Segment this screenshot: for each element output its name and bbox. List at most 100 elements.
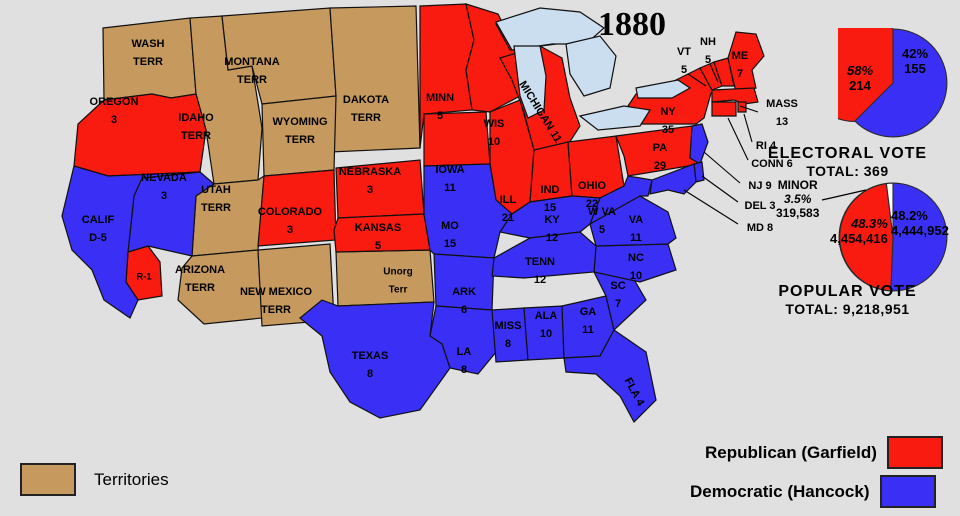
lake-huron — [565, 35, 617, 97]
label-ri: RI 4 — [756, 140, 777, 152]
state-nj[interactable] — [689, 123, 709, 165]
label-vermont: VT — [677, 46, 691, 58]
state-maine[interactable] — [727, 31, 765, 93]
legend-territories: Territories — [20, 463, 169, 496]
label-nebraska: NEBRASKA — [339, 166, 401, 178]
leader-ri — [743, 113, 753, 143]
state-wva[interactable] — [588, 175, 653, 226]
label-alabama: ALA — [535, 310, 558, 322]
label-arkansas-v: 6 — [461, 304, 467, 316]
leader-del — [701, 175, 739, 203]
popular-minor-slice — [885, 182, 894, 238]
electoral-rep-label: 58% 214 — [847, 63, 874, 93]
label-kentucky: KY — [544, 214, 560, 226]
state-oregon[interactable] — [73, 93, 207, 177]
label-ohio-v: 22 — [586, 198, 598, 210]
label-iowa: IOWA — [435, 164, 464, 176]
label-colorado-v: 3 — [287, 224, 293, 236]
label-montana: MONTANA — [224, 56, 279, 68]
label-del: DEL 3 — [745, 200, 776, 212]
state-md[interactable] — [649, 163, 697, 195]
label-nc: NC — [628, 252, 644, 264]
legend-republican-label: Republican (Garfield) — [705, 442, 877, 462]
electoral-dem-label: 42% 155 — [902, 46, 929, 76]
label-md: MD 8 — [747, 222, 773, 234]
label-nevada-v: 3 — [161, 190, 167, 202]
label-wash-sub: TERR — [133, 56, 163, 68]
label-virginia: VA — [629, 214, 644, 226]
label-wis: WIS — [484, 118, 505, 130]
lake-ontario — [635, 79, 692, 99]
label-minn-v: 5 — [437, 110, 443, 122]
state-calif[interactable] — [61, 165, 201, 319]
page-title: 1880 — [598, 6, 666, 43]
label-wva-v: 5 — [599, 224, 605, 236]
label-nh: NH — [700, 36, 716, 48]
label-louisiana: LA — [457, 346, 472, 358]
label-maine-v: 7 — [737, 68, 743, 80]
popular-rep-slice — [839, 182, 894, 292]
label-texas: TEXAS — [352, 350, 389, 362]
state-unorg-terr[interactable] — [335, 249, 435, 307]
us-electoral-map: WASH TERR OREGON 3 IDAHO TERR MONTANA TE… — [61, 3, 798, 423]
state-idaho[interactable] — [189, 15, 263, 185]
label-dakota-sub: TERR — [351, 112, 381, 124]
state-tenn[interactable] — [491, 231, 597, 279]
label-utah: UTAH — [201, 184, 231, 196]
state-kansas[interactable] — [333, 213, 431, 253]
state-florida[interactable] — [563, 329, 657, 423]
label-tenn-v: 12 — [534, 274, 546, 286]
label-calif-v: D-5 — [89, 232, 107, 244]
label-alabama-v: 10 — [540, 328, 552, 340]
label-georgia-v: 11 — [582, 324, 594, 336]
label-indiana: IND — [541, 184, 560, 196]
label-illinois: ILL — [500, 194, 517, 206]
legend-democratic: Democratic (Hancock) — [690, 475, 936, 508]
label-nc-v: 10 — [630, 270, 642, 282]
label-arizona-sub: TERR — [185, 282, 215, 294]
label-colorado: COLORADO — [258, 206, 323, 218]
state-texas[interactable] — [299, 299, 451, 419]
label-indiana-v: 15 — [544, 202, 556, 214]
state-arkansas[interactable] — [433, 253, 495, 311]
label-penn: PA — [653, 142, 668, 154]
label-montana-sub: TERR — [237, 74, 267, 86]
lake-erie — [578, 105, 651, 131]
lake-michigan — [513, 45, 547, 119]
leader-nh — [709, 63, 719, 83]
legend-democratic-label: Democratic (Hancock) — [690, 481, 870, 501]
label-kansas-v: 5 — [375, 240, 381, 252]
leader-md — [683, 189, 739, 225]
label-mass-v: 13 — [776, 116, 788, 128]
state-kentucky[interactable] — [499, 195, 601, 239]
label-missouri: MO — [441, 220, 459, 232]
label-iowa-v: 11 — [444, 182, 456, 194]
label-arkansas: ARK — [452, 286, 476, 298]
leader-conn — [727, 117, 749, 161]
legend-democratic-swatch — [879, 475, 936, 508]
legend-republican-swatch — [886, 436, 943, 469]
label-ohio: OHIO — [578, 180, 607, 192]
label-georgia: GA — [580, 306, 597, 318]
label-calif: CALIF — [82, 214, 115, 226]
legend-territories-label: Territories — [94, 469, 169, 489]
label-nevada: NEVADA — [141, 172, 187, 184]
state-iowa[interactable] — [423, 111, 491, 167]
label-tenn: TENN — [525, 256, 555, 268]
state-penn[interactable] — [615, 125, 701, 177]
label-minn: MINN — [426, 92, 454, 104]
label-newmexico-sub: TERR — [261, 304, 291, 316]
label-miss: MISS — [495, 320, 522, 332]
label-newmexico: NEW MEXICO — [240, 286, 313, 298]
label-oregon-v: 3 — [111, 114, 117, 126]
label-dakota: DAKOTA — [343, 94, 389, 106]
state-conn[interactable] — [711, 101, 737, 117]
popular-caption: POPULAR VOTE TOTAL: 9,218,951 — [778, 283, 917, 317]
label-unorg: Unorg — [383, 267, 412, 278]
label-louisiana-v: 8 — [461, 364, 467, 376]
popular-dem-label: 48.2% 4,444,952 — [891, 208, 949, 238]
state-dakota[interactable] — [329, 5, 421, 153]
label-idaho: IDAHO — [178, 112, 214, 124]
state-miss[interactable] — [491, 307, 529, 363]
label-utah-sub: TERR — [201, 202, 231, 214]
